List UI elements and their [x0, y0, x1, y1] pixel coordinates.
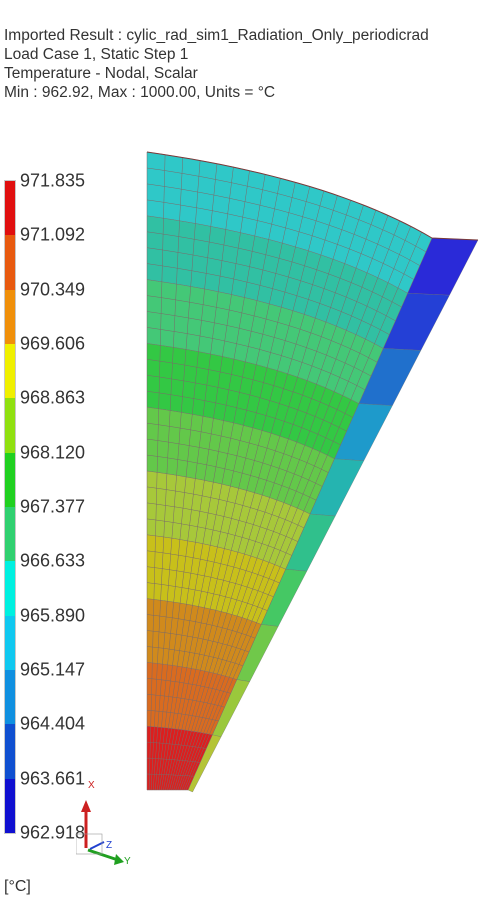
- temperature-band: [147, 215, 408, 349]
- result-type: Temperature - Nodal, Scalar: [4, 65, 198, 82]
- mesh-line: [167, 186, 311, 791]
- mesh-line: [165, 182, 296, 791]
- temperature-band: [147, 343, 359, 459]
- temperature-band: [147, 407, 335, 514]
- legend-label: 966.633: [20, 550, 86, 571]
- mesh-line: [163, 178, 281, 791]
- mesh-line: [152, 160, 201, 791]
- mesh-line: [175, 205, 364, 791]
- mesh-line: [179, 215, 389, 791]
- legend-color-2: [5, 289, 15, 345]
- x-axis-arrowhead: [81, 800, 91, 812]
- temperature-band: [147, 662, 237, 735]
- legend-color-7: [5, 561, 15, 617]
- legend-color-3: [5, 344, 15, 399]
- mesh-line: [154, 163, 218, 791]
- legend-label: 964.404: [20, 713, 86, 734]
- legend-color-10: [5, 724, 15, 780]
- mesh-line: [157, 167, 234, 791]
- mesh-line: [185, 232, 422, 791]
- mesh-line: [148, 154, 166, 791]
- triad-box: [76, 833, 103, 855]
- x-axis-label: X: [88, 780, 95, 791]
- legend-label: 965.147: [20, 659, 86, 680]
- legend-color-9: [5, 670, 15, 725]
- min-max-units: Min : 962.92, Max : 1000.00, Units = °C: [4, 84, 276, 101]
- legend-label: 971.092: [20, 224, 86, 245]
- mesh-line: [171, 195, 338, 791]
- legend-color-11: [5, 778, 15, 834]
- y-axis-arrow: [87, 848, 119, 862]
- legend-label: 968.120: [20, 442, 86, 463]
- mesh-line: [187, 237, 433, 791]
- legend-color-0: [5, 181, 15, 236]
- z-axis-arrow: [89, 841, 105, 850]
- axis-triad: X Y Z: [76, 780, 131, 867]
- mesh-line: [173, 200, 351, 791]
- mesh-line: [181, 220, 400, 791]
- legend-label: 967.377: [20, 496, 86, 517]
- legend-color-5: [5, 452, 15, 508]
- legend-label: 962.918: [20, 822, 86, 843]
- mesh-line: [150, 157, 184, 791]
- y-axis-arrowhead: [114, 854, 124, 865]
- mesh-grid: [146, 151, 433, 791]
- result-title: Imported Result : cylic_rad_sim1_Radiati…: [4, 27, 429, 44]
- legend-label: 963.661: [20, 768, 86, 789]
- result-header: Imported Result : cylic_rad_sim1_Radiati…: [4, 26, 429, 102]
- legend-label: 970.349: [20, 279, 86, 300]
- mesh-line: [161, 174, 266, 791]
- temperature-band: [147, 279, 384, 404]
- legend-color-8: [5, 615, 15, 671]
- legend-color-4: [5, 398, 15, 454]
- load-case: Load Case 1, Static Step 1: [4, 46, 189, 63]
- temperature-band: [147, 534, 286, 625]
- mesh-line: [183, 226, 412, 791]
- legend-label: 965.890: [20, 605, 86, 626]
- legend-unit: [°C]: [4, 878, 31, 895]
- legend-color-bar: [4, 180, 16, 834]
- legend-color-1: [5, 235, 15, 291]
- top-edge: [146, 151, 479, 241]
- mesh-line: [169, 190, 325, 791]
- legend-color-6: [5, 507, 15, 562]
- legend-label: 971.835: [20, 170, 86, 191]
- y-axis-label: Y: [124, 856, 131, 867]
- legend-label: 968.863: [20, 387, 86, 408]
- legend-label: 969.606: [20, 333, 86, 354]
- temperature-band: [147, 152, 432, 294]
- z-axis-label: Z: [106, 840, 112, 851]
- temperature-band: [147, 471, 310, 570]
- mesh-line: [177, 210, 377, 791]
- mesh-line: [159, 170, 250, 791]
